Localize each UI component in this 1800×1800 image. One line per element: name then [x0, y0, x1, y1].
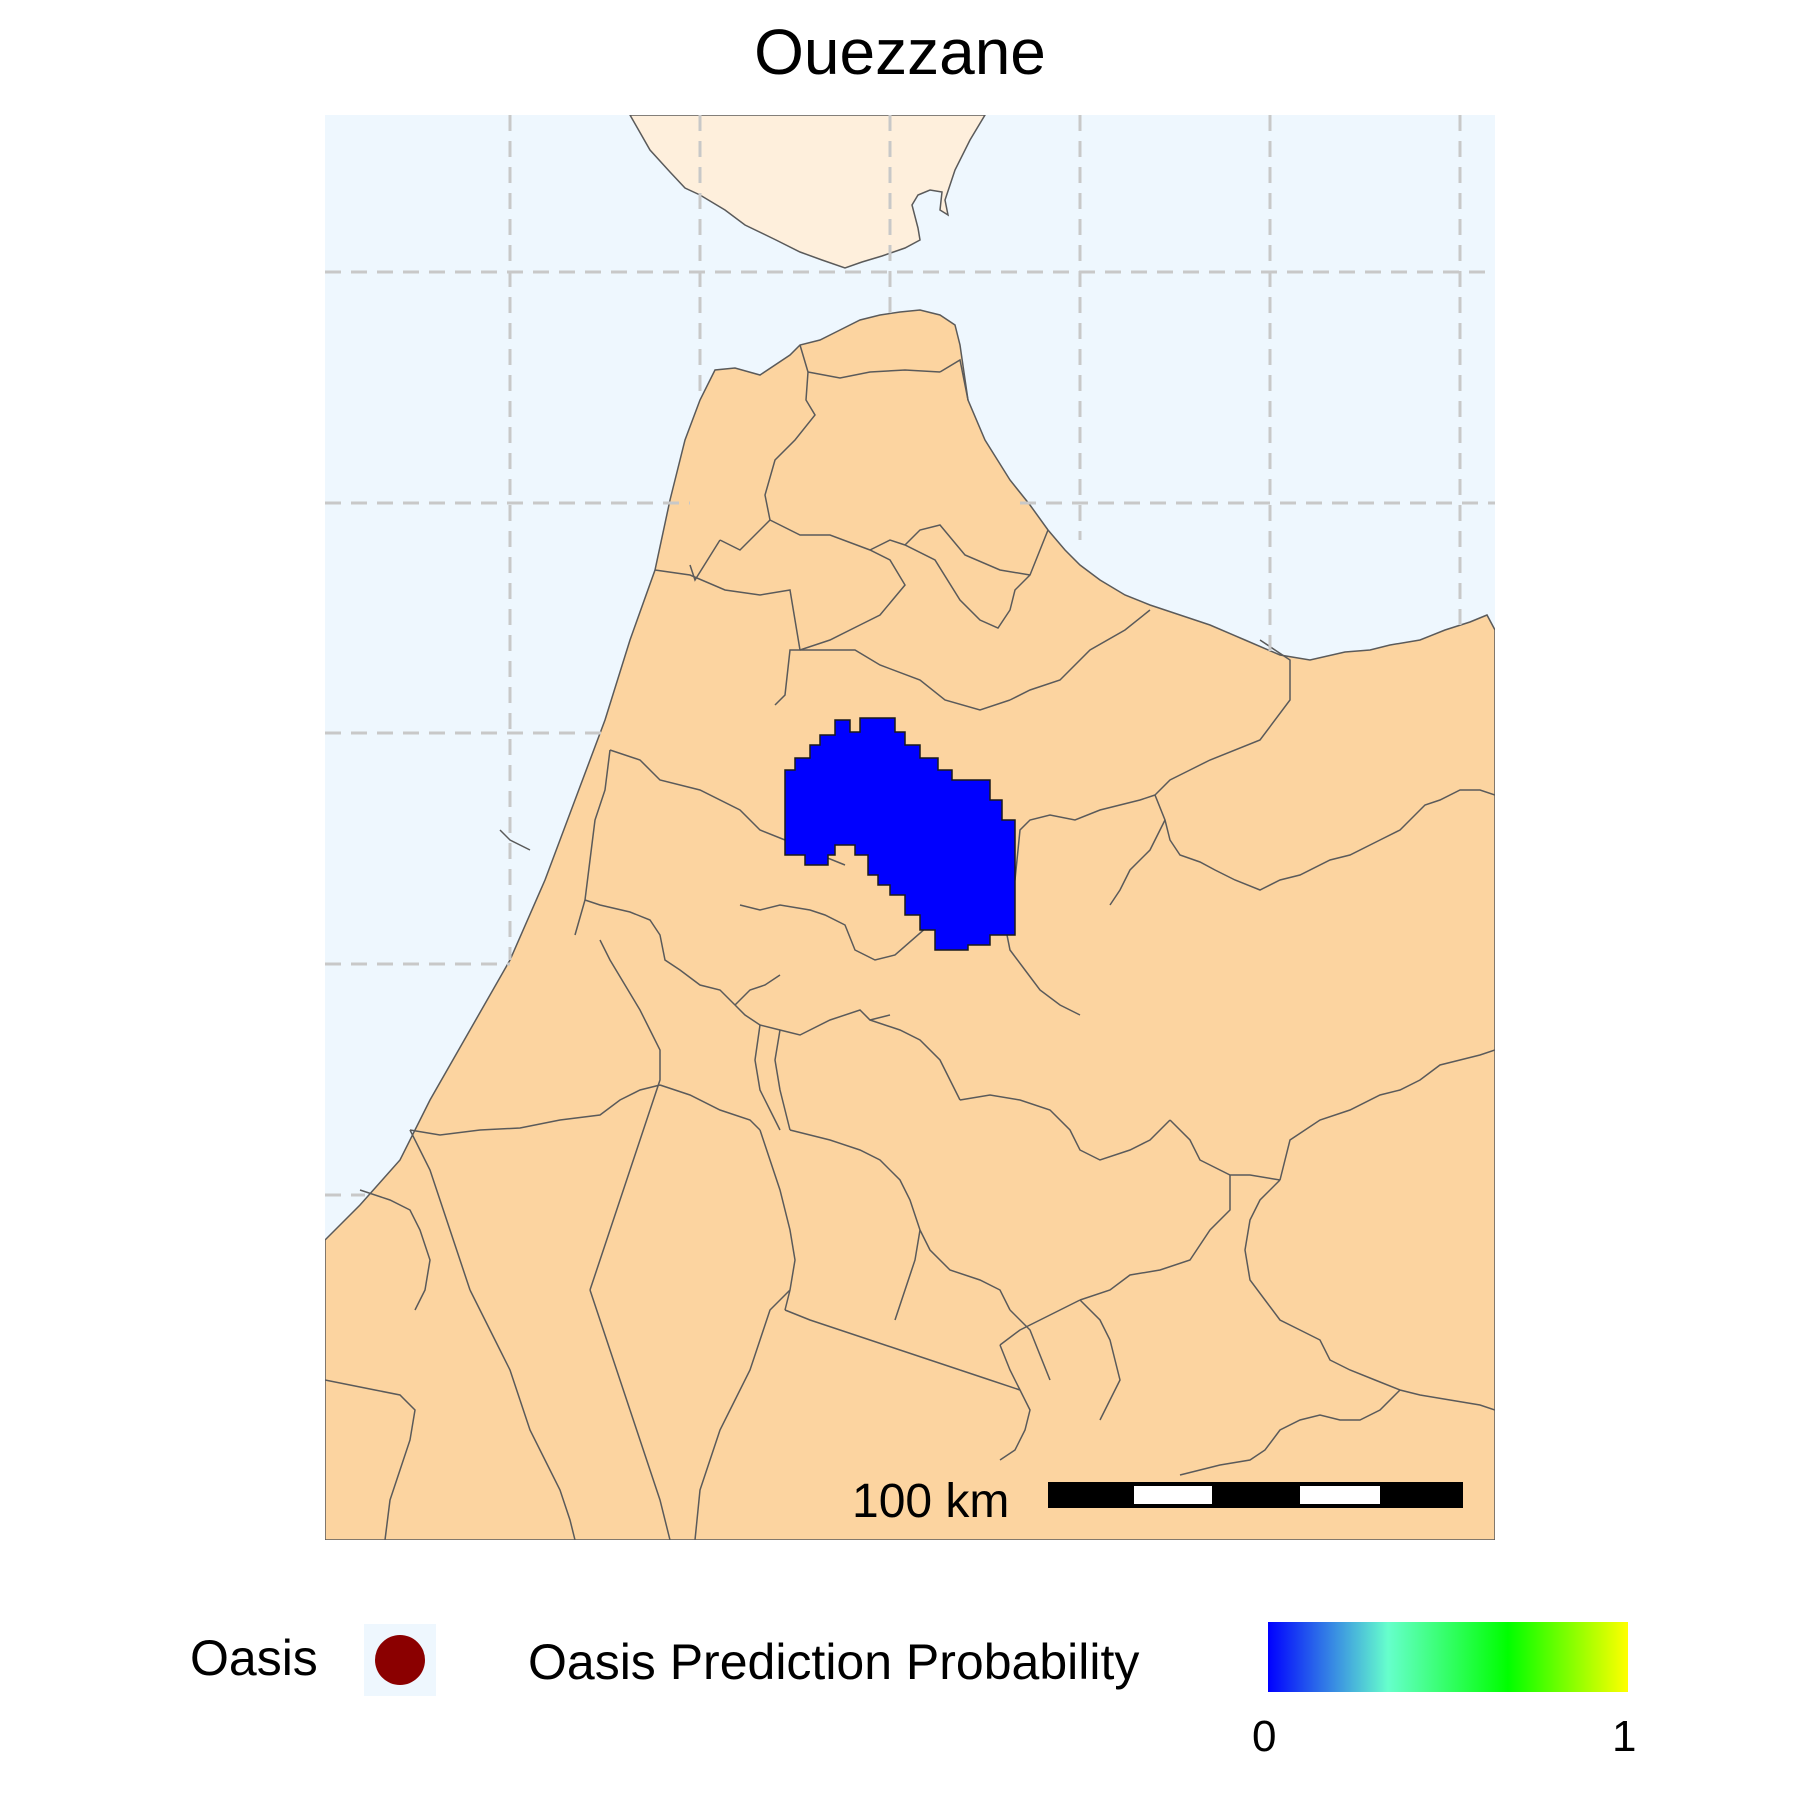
colorbar-min-label: 0: [1252, 1712, 1277, 1761]
probability-colorbar: [1268, 1622, 1628, 1692]
scale-bar: [1048, 1482, 1463, 1508]
northern-landmass: [629, 115, 986, 269]
graticule-grid: [325, 115, 1495, 1197]
oasis-legend-label: Oasis: [190, 1630, 318, 1686]
probability-legend-title: Oasis Prediction Probability: [528, 1634, 1140, 1690]
circle-marker-icon: [375, 1635, 425, 1685]
scale-bar-label: 100 km: [852, 1475, 1010, 1528]
ouezzane-province[interactable]: [784, 717, 1016, 951]
mainland-area: [325, 309, 1495, 1540]
oasis-legend-key: [364, 1624, 436, 1696]
map-title: Ouezzane: [754, 16, 1046, 88]
colorbar-max-label: 1: [1612, 1712, 1637, 1761]
